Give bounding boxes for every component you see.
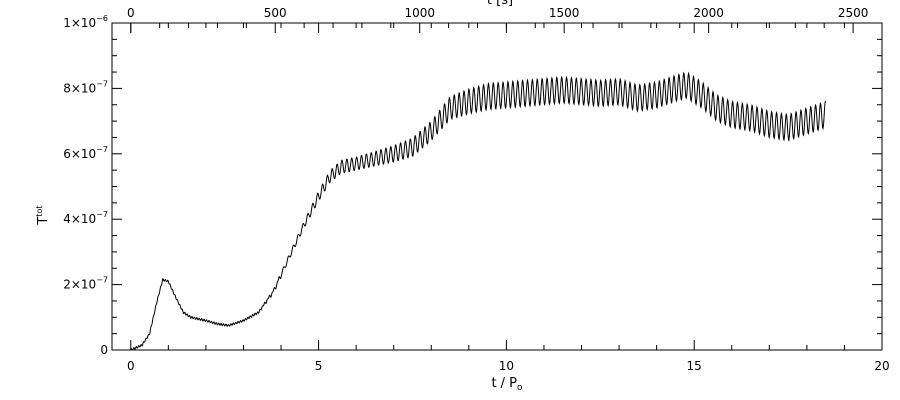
x-tick-label: 15 <box>687 359 702 373</box>
x-tick-label: 20 <box>874 359 889 373</box>
tick-labels: 0 5 10 15 200 500 1000 1500 2000 250002×10−74×10−… <box>63 6 889 373</box>
y-tick-mantissa: 1×10 <box>63 16 96 30</box>
series-line <box>130 71 827 351</box>
top-x-tick-label: 2500 <box>838 6 869 20</box>
plot-frame <box>111 22 883 351</box>
y-tick-exponent: −7 <box>96 79 108 88</box>
y-tick-exponent: −6 <box>96 14 108 23</box>
y-tick-exponent: −7 <box>96 210 108 219</box>
y-tick-mantissa: 0 <box>100 343 108 357</box>
top-x-tick-label: 0 <box>127 6 135 20</box>
y-tick-label: 2×10−7 <box>63 276 108 292</box>
y-axis-label-main: T <box>36 217 51 226</box>
x-axis-label: t / Po <box>491 376 523 393</box>
x-axis-label-main: t / P <box>491 376 517 391</box>
y-axis-label: Ttot <box>35 205 51 225</box>
y-tick-exponent: −7 <box>96 145 108 154</box>
x-axis-label-sub: o <box>517 383 523 393</box>
y-tick-label: 4×10−7 <box>63 210 108 226</box>
top-x-tick-label: 1500 <box>549 6 580 20</box>
top-x-tick-label: 500 <box>264 6 287 20</box>
y-tick-label: 1×10−6 <box>63 14 108 30</box>
x-tick-label: 0 <box>127 359 135 373</box>
top-x-tick-label: 2000 <box>693 6 724 20</box>
axis-ticks <box>112 22 883 351</box>
y-axis-label-sup: tot <box>35 205 44 216</box>
y-tick-label: 0 <box>100 343 108 357</box>
x-tick-label: 10 <box>499 359 514 373</box>
x-tick-label: 5 <box>315 359 323 373</box>
y-tick-label: 6×10−7 <box>63 145 108 161</box>
y-tick-exponent: −7 <box>96 276 108 285</box>
y-tick-mantissa: 2×10 <box>63 278 96 292</box>
y-tick-mantissa: 8×10 <box>63 81 96 95</box>
top-axis-label: t [s] <box>487 0 513 8</box>
top-x-tick-label: 1000 <box>404 6 435 20</box>
y-tick-mantissa: 6×10 <box>63 147 96 161</box>
y-tick-label: 8×10−7 <box>63 79 108 95</box>
y-tick-mantissa: 4×10 <box>63 212 96 226</box>
